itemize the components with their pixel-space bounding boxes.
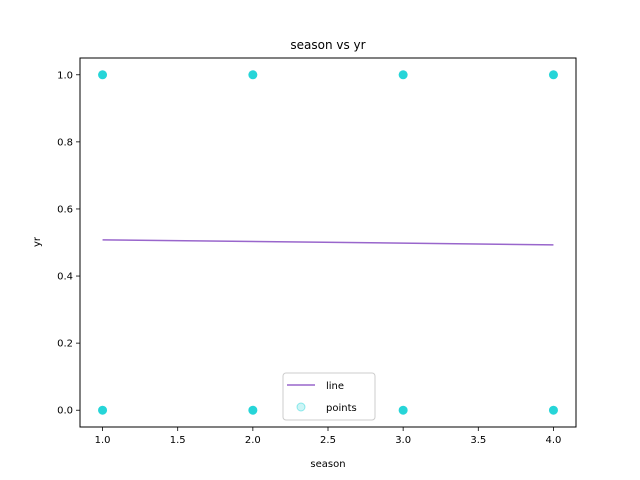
y-tick-label: 0.4 (57, 272, 73, 283)
data-point (548, 70, 558, 80)
data-point (398, 405, 408, 415)
axis-ticks: 1.0 1.5 2.0 2.5 3.0 3.5 4.0 0.0 0.2 0.4 0.6 0.8 1.0 (57, 70, 561, 446)
data-point (248, 405, 258, 415)
legend-points-swatch (296, 402, 306, 412)
legend: line points (282, 372, 376, 421)
plot-area (98, 70, 558, 415)
y-axis-label: yr (32, 236, 43, 247)
data-point (548, 405, 558, 415)
chart-title: season vs yr (290, 38, 365, 52)
legend-label-line: line (326, 381, 344, 392)
x-tick-label: 2.5 (320, 435, 336, 446)
data-point (248, 70, 258, 80)
series-line (102, 239, 554, 246)
x-tick-label: 3.0 (395, 435, 411, 446)
y-tick-label: 0.6 (57, 204, 73, 215)
y-tick-label: 0.0 (57, 406, 73, 417)
x-tick-label: 4.0 (546, 435, 562, 446)
legend-label-points: points (326, 403, 357, 414)
data-point (398, 70, 408, 80)
x-tick-label: 1.0 (95, 435, 111, 446)
y-tick-label: 1.0 (57, 70, 73, 81)
data-point (98, 405, 108, 415)
y-tick-label: 0.8 (57, 137, 73, 148)
x-tick-label: 2.0 (245, 435, 261, 446)
x-tick-label: 1.5 (170, 435, 186, 446)
x-axis-label: season (310, 459, 345, 470)
data-point (98, 70, 108, 80)
x-tick-label: 3.5 (470, 435, 486, 446)
y-tick-label: 0.2 (57, 339, 73, 350)
